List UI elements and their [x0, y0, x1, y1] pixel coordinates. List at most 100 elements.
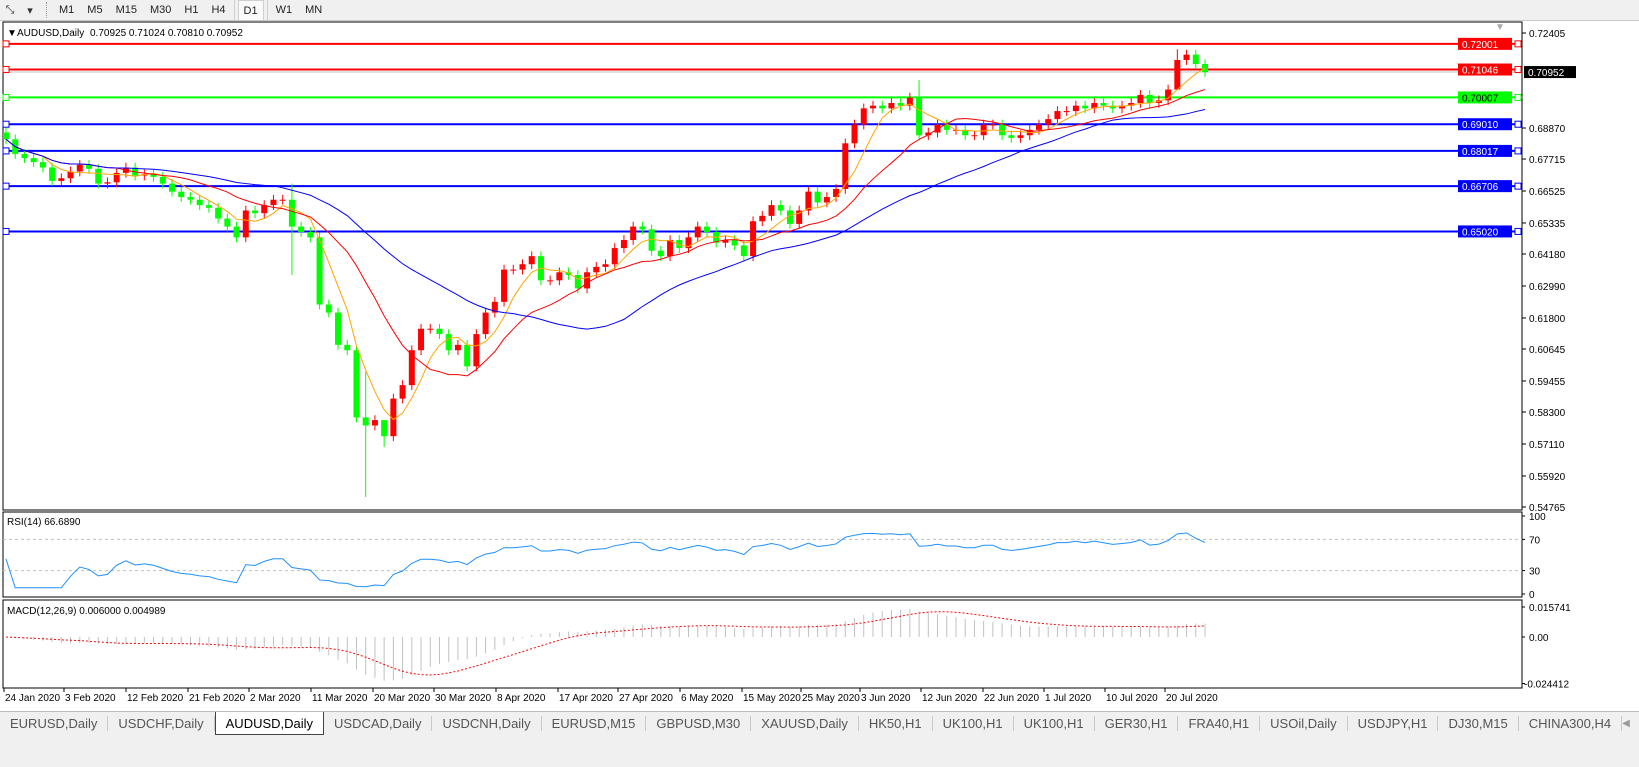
macd-pane-frame: [2, 599, 1523, 689]
level-handle-right: [1514, 66, 1522, 74]
chart-tabs: EURUSD,Daily USDCHF,Daily AUDUSD,Daily USDC…: [0, 711, 1639, 735]
date-label: 22 Jun 2020: [984, 693, 1039, 704]
level-price-label: 0.69010: [1462, 120, 1499, 131]
price-tick-label: 0.60645: [1529, 345, 1566, 356]
status-strip: [0, 735, 1639, 767]
timeframe-m1[interactable]: M1: [59, 4, 75, 16]
price-tick-label: 0.57110: [1529, 440, 1565, 451]
candle-bearish: [178, 191, 185, 198]
tab-uk100-h1[interactable]: UK100,H1: [1014, 716, 1095, 731]
tab-eurusd-m15[interactable]: EURUSD,M15: [542, 716, 647, 731]
tab-fra40-h1[interactable]: FRA40,H1: [1178, 716, 1261, 731]
timeframe-w1[interactable]: W1: [275, 4, 293, 16]
level-handle-left: [2, 120, 10, 128]
candle-bearish: [30, 158, 37, 163]
price-tick-label: 0.65335: [1529, 219, 1566, 230]
candle-bearish: [879, 105, 886, 109]
draw-tools-icon[interactable]: ⤡: [5, 3, 15, 16]
tab-usdchf-daily[interactable]: USDCHF,Daily: [108, 716, 215, 731]
candle-bullish: [58, 178, 65, 181]
candle-bullish: [980, 124, 987, 136]
date-label: 20 Mar 2020: [374, 693, 431, 704]
ma-slow-line: [5, 109, 1206, 330]
candle-bullish: [1091, 102, 1098, 109]
price-tick-label: 0.58300: [1529, 408, 1566, 419]
tab-hk50-h1[interactable]: HK50,H1: [859, 716, 933, 731]
candle-bullish: [869, 105, 876, 109]
tab-dj30-m15[interactable]: DJ30,M15: [1438, 716, 1519, 731]
candle-bullish: [519, 264, 526, 270]
price-chart[interactable]: ▼ 0.72405 0.68870 0.67715 0.66525 0.65335 0.64…: [0, 21, 1639, 710]
tab-gbpusd-m30[interactable]: GBPUSD,M30: [646, 716, 752, 731]
price-tick-label: 0.68870: [1529, 124, 1566, 135]
candle-bullish: [482, 312, 489, 335]
level-price-label: 0.68017: [1462, 147, 1499, 158]
level-handle-right: [1514, 93, 1522, 101]
candle-bullish: [510, 269, 517, 271]
candle-bearish: [205, 205, 212, 208]
candle-bearish: [233, 226, 240, 238]
date-label: 2 Mar 2020: [250, 693, 301, 704]
candle-bullish: [925, 132, 932, 136]
candle-bullish: [76, 164, 83, 172]
timeframe-m5[interactable]: M5: [87, 4, 103, 16]
tab-uk100-h1[interactable]: UK100,H1: [933, 716, 1014, 731]
tab-audusd-daily[interactable]: AUDUSD,Daily: [214, 712, 325, 735]
candle-bullish: [860, 108, 867, 125]
rsi-line: [5, 532, 1206, 589]
level-handle-right: [1514, 147, 1522, 155]
candle-bearish: [999, 124, 1006, 136]
date-label: 6 May 2020: [681, 693, 734, 704]
candle-bearish: [21, 154, 28, 159]
candle-bullish: [842, 143, 849, 189]
tab-china300-h4[interactable]: CHINA300,H4: [1519, 716, 1623, 731]
candle-bullish: [1174, 60, 1181, 90]
tab-usoil-daily[interactable]: USOil,Daily: [1260, 716, 1348, 731]
candle-bullish: [418, 328, 425, 351]
candle-bearish: [196, 199, 203, 206]
tab-usdcnh-daily[interactable]: USDCNH,Daily: [432, 716, 542, 731]
scroll-left-icon[interactable]: ◀: [1622, 718, 1630, 729]
level-price-label: 0.66706: [1462, 182, 1499, 193]
candle-bearish: [786, 210, 793, 224]
chart-symbol: AUDUSD,Daily: [17, 28, 84, 39]
candle-bearish: [316, 237, 323, 305]
timeframe-d1[interactable]: D1: [237, 0, 264, 20]
tab-eurusd-daily[interactable]: EURUSD,Daily: [0, 716, 109, 731]
candle-bullish: [1054, 111, 1061, 120]
candle-bearish: [574, 274, 581, 289]
timeframe-m30[interactable]: M30: [149, 4, 172, 16]
timeframe-h1[interactable]: H1: [184, 4, 199, 16]
tab-scroll: ◀ ▶: [1622, 712, 1639, 735]
candle-bullish: [104, 182, 111, 184]
candle-bearish: [1146, 94, 1153, 103]
chart-ohlc: 0.70925 0.71024 0.70810 0.70952: [90, 28, 243, 39]
candle-bearish: [740, 245, 747, 257]
candle-bullish: [67, 171, 74, 179]
candle-bullish: [667, 240, 674, 257]
level-handle-right: [1514, 182, 1522, 190]
timeframe-h4[interactable]: H4: [211, 4, 226, 16]
date-label: 1 Jul 2020: [1045, 693, 1092, 704]
candle-bearish: [1008, 135, 1015, 138]
candle-bearish: [335, 312, 342, 345]
ma-fast-line: [5, 67, 1206, 421]
candle-bullish: [279, 199, 286, 201]
candle-bearish: [252, 210, 259, 214]
level-price-label: 0.71046: [1462, 66, 1499, 77]
tab-xauusd-daily[interactable]: XAUUSD,Daily: [751, 716, 859, 731]
candle-bearish: [288, 199, 295, 227]
candle-bullish: [1063, 111, 1070, 113]
candle-bullish: [1128, 102, 1135, 106]
timeframe-mn[interactable]: MN: [305, 4, 323, 16]
level-price-label-bg: [1458, 37, 1512, 50]
price-tick-label: 0.72405: [1529, 29, 1566, 40]
dropdown-arrow-icon[interactable]: ▾: [27, 4, 33, 17]
tab-usdjpy-h1[interactable]: USDJPY,H1: [1348, 716, 1439, 731]
candle-bearish: [344, 344, 351, 351]
candle-bearish: [298, 226, 305, 232]
tab-ger30-h1[interactable]: GER30,H1: [1095, 716, 1179, 731]
tab-usdcad-daily[interactable]: USDCAD,Daily: [324, 716, 433, 731]
candle-bullish: [584, 272, 591, 289]
timeframe-m15[interactable]: M15: [115, 4, 137, 16]
